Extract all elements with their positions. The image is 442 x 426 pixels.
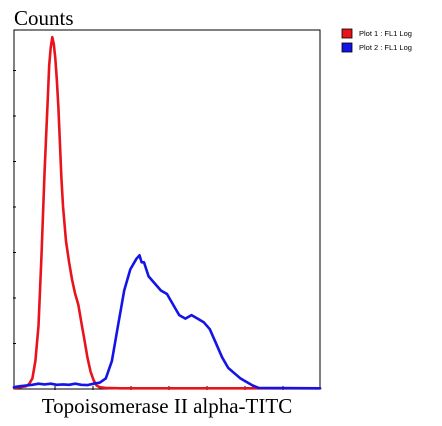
plot-frame bbox=[13, 29, 321, 390]
legend-label-plot-2: Plot 2 : FL1 Log bbox=[359, 43, 412, 52]
legend-swatch-plot-2 bbox=[341, 42, 353, 53]
legend-label-plot-1: Plot 1 : FL1 Log bbox=[359, 29, 412, 38]
legend-entry-plot-2: Plot 2 : FL1 Log bbox=[341, 42, 412, 53]
y-axis-label: Counts bbox=[14, 6, 74, 30]
x-axis-label: Topoisomerase II alpha-TITC bbox=[42, 394, 292, 418]
series-line-plot-1 bbox=[12, 35, 322, 390]
series-line-plot-2 bbox=[12, 254, 322, 390]
legend-swatch-plot-1 bbox=[341, 28, 353, 39]
series-layer bbox=[12, 35, 322, 390]
legend: Plot 1 : FL1 Log Plot 2 : FL1 Log bbox=[341, 28, 412, 53]
legend-entry-plot-1: Plot 1 : FL1 Log bbox=[341, 28, 412, 39]
y-axis-ticks bbox=[13, 70, 16, 344]
